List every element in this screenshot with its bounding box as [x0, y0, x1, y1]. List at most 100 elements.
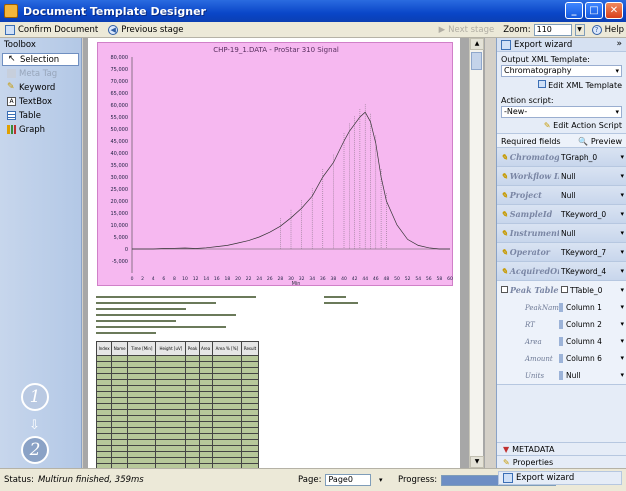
peak-table-value[interactable]: TTable_0 [559, 285, 626, 295]
peak-column-value[interactable]: Null [559, 371, 626, 381]
doc-keyword-line[interactable] [96, 320, 176, 322]
scroll-up-icon[interactable]: ▲ [470, 38, 484, 50]
scroll-thumb[interactable] [471, 52, 482, 70]
tab-preview[interactable]: 🔍 Preview [578, 137, 622, 146]
edit-action-script-button[interactable]: ✎ Edit Action Script [497, 118, 626, 133]
chromatogram-graph[interactable]: CHP-19_1.DATA - ProStar 310 Signal 80,00… [97, 42, 453, 287]
metadata-button[interactable]: ▼ METADATA [497, 442, 626, 455]
doc-keyword-line[interactable] [96, 302, 216, 304]
toolbox-item-selection[interactable]: ↖ Selection [2, 53, 79, 66]
zoom-dropdown-icon[interactable]: ▼ [574, 24, 585, 36]
peak-table-header: Height [uV] [155, 341, 187, 356]
required-field-name: ✎ Project [497, 190, 559, 200]
doc-keyword-line[interactable] [324, 302, 358, 304]
required-field-row[interactable]: ✎Workflow IDNull [497, 167, 626, 186]
peak-table-row[interactable]: Peak Table TTable_0 [497, 281, 626, 299]
peak-column-row[interactable]: Amount Column 6 [497, 350, 626, 367]
x-tick-label: 50 [394, 276, 400, 282]
peak-table-header: Time [Min] [127, 341, 157, 356]
doc-keyword-line[interactable] [324, 296, 346, 298]
peak-column-value-label: Column 2 [566, 319, 602, 329]
doc-keyword-line[interactable] [96, 326, 226, 328]
toolbox-item-textbox[interactable]: A TextBox [2, 95, 79, 108]
peak-table[interactable]: Index Name Time [Min] Height [uV] Peak A… [95, 341, 259, 468]
output-template-label: Output XML Template: [501, 55, 590, 64]
peak-table-name: Peak Table [497, 285, 559, 295]
peak-column-value[interactable]: Column 1 [559, 303, 626, 313]
properties-button[interactable]: ✎ Properties [497, 455, 626, 468]
zoom-input[interactable]: 110 [533, 24, 572, 36]
peak-column-row[interactable]: Units Null [497, 367, 626, 384]
peak-table-header: Area [198, 341, 213, 356]
panel-bottom: ▼ METADATA ✎ Properties [497, 442, 626, 468]
peak-column-row[interactable]: PeakName Column 1 [497, 299, 626, 316]
doc-keyword-line[interactable] [96, 296, 256, 298]
tab-required-fields[interactable]: Required fields [501, 137, 561, 146]
y-tick-label: 20,000 [111, 199, 129, 205]
required-field-value[interactable]: TKeyword_7 [559, 248, 626, 257]
required-field-row[interactable]: ✎ Instrument Null [497, 224, 626, 243]
x-tick-label: 42 [352, 276, 358, 282]
peak-column-value[interactable]: Column 2 [559, 320, 626, 330]
peak-column-value-label: Column 6 [566, 353, 602, 363]
status-text: Multirun finished, 359ms [37, 475, 144, 485]
step-2-indicator[interactable]: 2 [21, 436, 49, 464]
required-field-row[interactable]: ✎ AcquiredOn TKeyword_4 [497, 262, 626, 281]
page-select[interactable]: Page0 [325, 474, 382, 486]
doc-keyword-line[interactable] [96, 308, 186, 310]
toolbox-item-label: Meta Tag [19, 68, 58, 79]
required-field-row[interactable]: ✎ChromatogramTGraph_0 [497, 148, 626, 167]
peak-table-header: Peak [185, 341, 200, 356]
canvas-vertical-scrollbar[interactable]: ▲ ▼ [469, 38, 484, 468]
edit-action-label: Edit Action Script [553, 121, 622, 130]
x-tick-label: 12 [193, 276, 199, 282]
required-field-row[interactable]: ✎ Operator TKeyword_7 [497, 243, 626, 262]
close-button[interactable]: ✕ [605, 2, 623, 19]
x-tick-label: 2 [141, 276, 144, 282]
required-field-value[interactable]: TKeyword_0 [559, 210, 626, 219]
peak-column-row[interactable]: RT Column 2 [497, 316, 626, 333]
peak-column-value[interactable]: Column 6 [559, 354, 626, 364]
edit-xml-template-button[interactable]: Edit XML Template [497, 77, 626, 93]
table-row [95, 457, 259, 464]
action-script-select[interactable]: -New- [501, 106, 622, 118]
scroll-down-icon[interactable]: ▼ [470, 456, 484, 468]
export-wizard-tab[interactable]: Export wizard [498, 471, 622, 485]
table-row [95, 385, 259, 392]
x-tick-label: 18 [225, 276, 231, 282]
minimize-button[interactable]: _ [565, 2, 583, 19]
previous-stage-button[interactable]: ◀ Previous stage [103, 24, 188, 35]
keyword-icon: ✎ [7, 82, 15, 92]
doc-keyword-line[interactable] [96, 332, 156, 334]
required-field-value-label: TKeyword_0 [561, 209, 607, 219]
required-field-value[interactable]: Null [559, 191, 626, 200]
peak-column-value[interactable]: Column 4 [559, 337, 626, 347]
step-1-indicator[interactable]: 1 [21, 383, 49, 411]
required-field-row[interactable]: ✎ Project Null [497, 186, 626, 205]
output-template-select[interactable]: Chromatography [501, 65, 622, 77]
graph-icon [7, 125, 16, 134]
toolbox-item-table[interactable]: Table [2, 109, 79, 122]
toolbox-item-keyword[interactable]: ✎ Keyword [2, 81, 79, 94]
required-field-value[interactable]: TKeyword_4 [559, 267, 626, 276]
peak-column-row[interactable]: Area Column 4 [497, 333, 626, 350]
x-tick-label: 24 [256, 276, 262, 282]
doc-keyword-line[interactable] [96, 314, 236, 316]
required-field-value[interactable]: Null [559, 172, 626, 181]
maximize-button[interactable]: □ [585, 2, 603, 19]
next-stage-button[interactable]: Next stage [448, 25, 495, 35]
table-cell [241, 463, 259, 468]
toolbox-item-graph[interactable]: Graph [2, 123, 79, 136]
confirm-document-button[interactable]: Confirm Document [0, 24, 103, 35]
required-field-value[interactable]: TGraph_0 [559, 153, 626, 162]
collapse-panel-icon[interactable]: » [616, 39, 622, 49]
required-field-value[interactable]: Null [559, 229, 626, 238]
toolbox-item-meta-tag[interactable]: Meta Tag [2, 67, 79, 80]
x-tick-label: 48 [384, 276, 390, 282]
required-field-row[interactable]: ✎ SampleId TKeyword_0 [497, 205, 626, 224]
required-fields-list: ✎ChromatogramTGraph_0✎Workflow IDNull✎Pr… [497, 148, 626, 281]
required-field-value-label: Null [561, 190, 576, 200]
help-button[interactable]: Help [604, 25, 624, 35]
save-icon [5, 24, 15, 35]
